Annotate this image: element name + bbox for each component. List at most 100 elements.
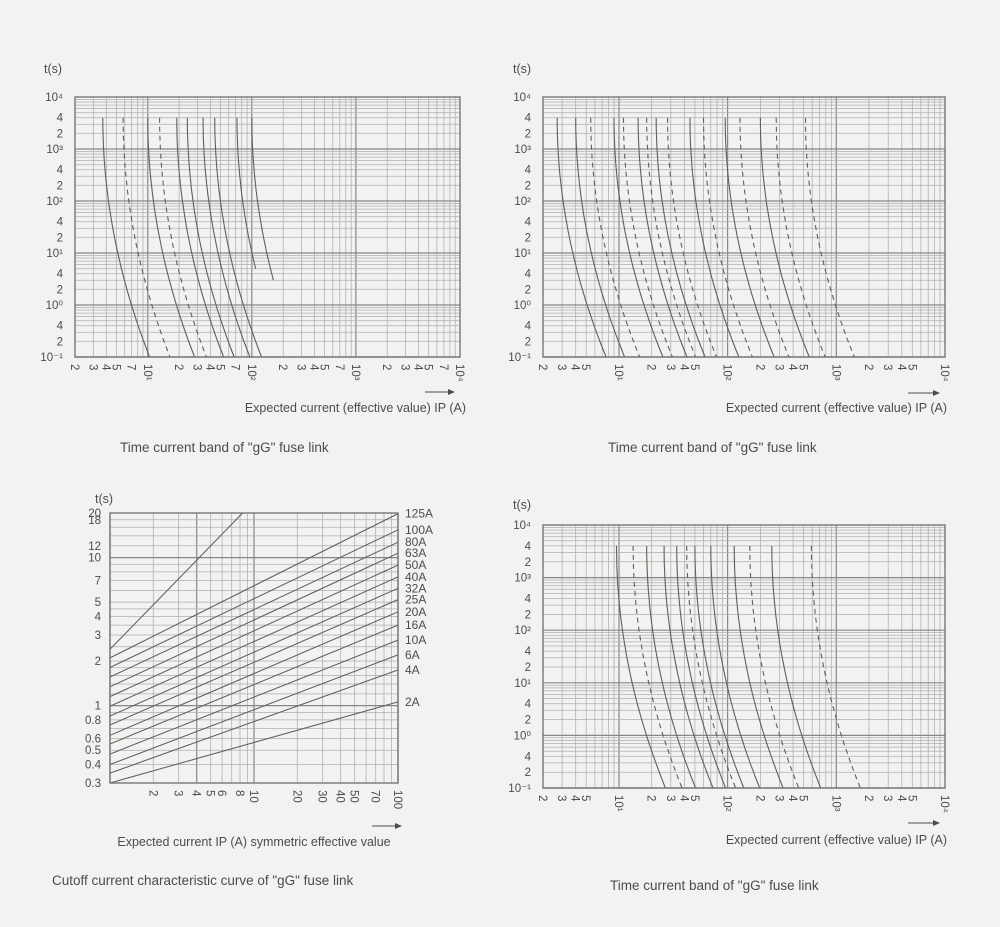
- svg-text:2: 2: [57, 336, 63, 348]
- fuse-curve-dashed: [122, 117, 171, 358]
- svg-text:2: 2: [276, 364, 288, 370]
- svg-text:7: 7: [437, 364, 449, 370]
- rating-label: 6A: [405, 648, 420, 662]
- fuse-curve: [575, 117, 626, 358]
- fuse-curve: [771, 545, 822, 789]
- svg-text:4: 4: [57, 321, 64, 333]
- svg-text:2: 2: [525, 232, 531, 244]
- fuse-curve: [236, 117, 257, 269]
- svg-text:5: 5: [318, 364, 330, 370]
- tick-labels: 2 3 4 5 6 8 10 20 30 40 50 70 100201812107543210.80.…: [85, 508, 403, 809]
- svg-text:2: 2: [146, 790, 158, 796]
- plot-border: [109, 512, 399, 784]
- svg-text:3: 3: [399, 364, 411, 370]
- fuse-curve: [689, 117, 740, 358]
- svg-text:4: 4: [525, 751, 532, 763]
- svg-text:10³: 10³: [349, 364, 361, 381]
- fuse-curve: [613, 117, 664, 358]
- rating-label: 10A: [405, 633, 426, 647]
- svg-text:5: 5: [204, 790, 216, 796]
- svg-text:10⁴: 10⁴: [938, 364, 950, 382]
- grid: [542, 97, 945, 358]
- rating-label: 16A: [405, 618, 426, 632]
- fuse-curve-dashed: [159, 117, 207, 358]
- rating-label: 40A: [405, 570, 426, 584]
- fuse-curve-dashed: [646, 117, 697, 358]
- svg-text:4: 4: [525, 113, 532, 125]
- svg-text:3: 3: [555, 795, 567, 801]
- svg-text:5: 5: [797, 364, 809, 370]
- fuse-curve: [646, 545, 697, 789]
- svg-text:4: 4: [525, 646, 532, 658]
- chart-caption: Time current band of "gG" fuse link: [120, 440, 329, 455]
- svg-text:5: 5: [905, 795, 917, 801]
- fuse-curve: [186, 117, 235, 358]
- rating-label: 100A: [405, 523, 433, 537]
- svg-text:2: 2: [525, 609, 531, 621]
- svg-text:5: 5: [905, 364, 917, 370]
- plot-border: [542, 524, 946, 789]
- x-axis-arrow-icon: [908, 820, 940, 826]
- fuse-curve: [676, 545, 727, 789]
- svg-text:10⁴: 10⁴: [938, 795, 950, 813]
- svg-text:10³: 10³: [829, 364, 841, 381]
- fuse-curves: [556, 117, 855, 358]
- svg-text:40: 40: [334, 790, 346, 803]
- svg-text:4: 4: [203, 364, 215, 371]
- svg-text:2: 2: [57, 128, 63, 140]
- svg-text:3: 3: [95, 630, 101, 642]
- svg-text:4: 4: [525, 321, 532, 333]
- svg-text:2: 2: [380, 364, 392, 370]
- x-axis-label: Expected current (effective value) IP (A…: [725, 401, 947, 415]
- x-axis-arrow-icon: [908, 390, 940, 396]
- svg-text:2: 2: [57, 284, 63, 296]
- svg-text:4: 4: [57, 269, 64, 281]
- svg-text:4: 4: [569, 795, 581, 802]
- x-axis-arrow-icon: [372, 823, 402, 829]
- fuse-curve: [724, 117, 775, 358]
- svg-text:4: 4: [677, 364, 689, 371]
- y-axis-title: t(s): [95, 492, 114, 506]
- svg-text:4: 4: [525, 594, 532, 606]
- rating-label: 63A: [405, 546, 426, 560]
- svg-text:6: 6: [215, 790, 227, 796]
- chart-caption: Time current band of "gG" fuse link: [610, 878, 819, 893]
- svg-text:4: 4: [57, 217, 64, 229]
- svg-text:2: 2: [862, 795, 874, 801]
- svg-text:50: 50: [348, 790, 360, 803]
- fuse-curve-dashed: [702, 117, 753, 358]
- grid: [74, 97, 460, 358]
- svg-text:2: 2: [536, 364, 548, 370]
- plot-border: [542, 96, 946, 358]
- svg-text:10⁴: 10⁴: [45, 92, 63, 104]
- cutoff-current-plot: 2 3 4 5 6 8 10 20 30 40 50 70 100201812107543210.80.…: [85, 507, 433, 829]
- svg-text:70: 70: [369, 790, 381, 803]
- svg-text:4: 4: [786, 795, 798, 802]
- svg-text:3: 3: [664, 795, 676, 801]
- svg-text:10⁰: 10⁰: [46, 300, 64, 312]
- svg-text:5: 5: [95, 597, 101, 609]
- svg-text:20: 20: [88, 508, 101, 520]
- svg-text:10⁴: 10⁴: [513, 520, 531, 532]
- svg-text:2: 2: [645, 364, 657, 370]
- rating-label: 50A: [405, 558, 426, 572]
- fuse-curve: [556, 117, 607, 358]
- svg-text:4: 4: [99, 364, 111, 371]
- svg-text:0.5: 0.5: [85, 745, 101, 757]
- svg-text:7: 7: [333, 364, 345, 370]
- svg-text:5: 5: [688, 795, 700, 801]
- svg-text:2: 2: [525, 128, 531, 140]
- rating-label: 4A: [405, 663, 420, 677]
- fuse-curve: [694, 545, 745, 789]
- svg-text:4: 4: [677, 795, 689, 802]
- svg-text:3: 3: [881, 795, 893, 801]
- svg-text:4: 4: [525, 269, 532, 281]
- svg-text:4: 4: [525, 165, 532, 177]
- svg-text:5: 5: [579, 795, 591, 801]
- svg-text:4: 4: [412, 364, 424, 371]
- chart-time-current-band-bottom-right: 10¹ 10² 10³ 10⁴ 2 3 4 5 2 3 4 5 2 3 4 5 2 3 4 5 10⁴ 10³ 10² 10¹…: [500, 490, 970, 895]
- fuse-curve: [655, 117, 706, 358]
- svg-text:7: 7: [125, 364, 137, 370]
- fuse-curve: [176, 117, 225, 358]
